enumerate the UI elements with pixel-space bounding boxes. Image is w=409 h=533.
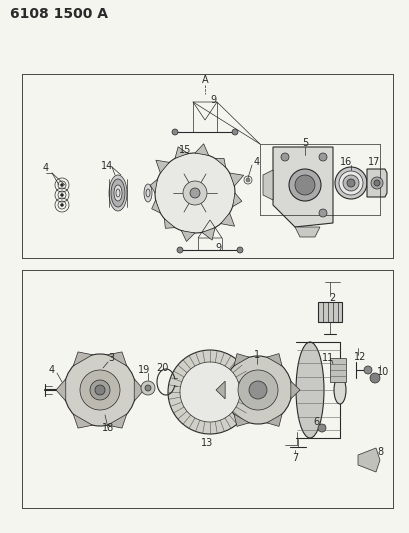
Circle shape	[346, 179, 354, 187]
Polygon shape	[150, 179, 157, 193]
Circle shape	[288, 169, 320, 201]
Circle shape	[248, 381, 266, 399]
Polygon shape	[155, 160, 169, 173]
Text: 6108 1500 A: 6108 1500 A	[10, 7, 108, 21]
Bar	[329, 358, 345, 382]
Text: 19: 19	[137, 365, 150, 375]
Bar	[317, 302, 341, 322]
Polygon shape	[266, 414, 281, 426]
Circle shape	[61, 204, 63, 206]
Polygon shape	[107, 352, 126, 366]
Text: 2: 2	[328, 293, 334, 303]
Polygon shape	[220, 213, 234, 226]
Polygon shape	[202, 228, 214, 240]
Circle shape	[155, 153, 234, 233]
Circle shape	[90, 380, 110, 400]
Circle shape	[61, 193, 63, 197]
Text: 13: 13	[200, 438, 213, 448]
Circle shape	[369, 373, 379, 383]
Polygon shape	[73, 352, 92, 366]
Circle shape	[280, 153, 288, 161]
Text: 4: 4	[253, 157, 259, 167]
Circle shape	[334, 167, 366, 199]
Circle shape	[237, 370, 277, 410]
Circle shape	[245, 178, 249, 182]
Text: 7: 7	[291, 453, 297, 463]
Circle shape	[64, 354, 136, 426]
Circle shape	[95, 385, 105, 395]
Text: 20: 20	[155, 363, 168, 373]
Circle shape	[294, 175, 314, 195]
Polygon shape	[366, 169, 386, 197]
Polygon shape	[294, 227, 319, 237]
Circle shape	[373, 180, 379, 186]
Polygon shape	[214, 158, 225, 167]
Circle shape	[342, 175, 358, 191]
Polygon shape	[56, 379, 65, 401]
Circle shape	[141, 381, 155, 395]
Polygon shape	[151, 200, 160, 213]
Circle shape	[172, 129, 178, 135]
Circle shape	[317, 424, 325, 432]
Circle shape	[363, 366, 371, 374]
Polygon shape	[262, 170, 272, 200]
Circle shape	[318, 209, 326, 217]
Text: A: A	[201, 75, 208, 85]
Text: 8: 8	[376, 447, 382, 457]
Ellipse shape	[111, 179, 125, 207]
Polygon shape	[290, 381, 299, 399]
Text: 9: 9	[214, 243, 220, 253]
Polygon shape	[232, 193, 241, 207]
Text: 16: 16	[339, 157, 351, 167]
Polygon shape	[272, 147, 332, 227]
Text: 15: 15	[178, 145, 191, 155]
Text: 9: 9	[209, 95, 216, 105]
Circle shape	[182, 181, 207, 205]
Text: 17: 17	[367, 157, 379, 167]
Ellipse shape	[295, 342, 323, 438]
Text: 5: 5	[301, 138, 308, 148]
Text: 4: 4	[49, 365, 55, 375]
Polygon shape	[181, 231, 195, 241]
Polygon shape	[195, 144, 208, 156]
Text: 12: 12	[353, 352, 365, 362]
Circle shape	[236, 247, 243, 253]
Ellipse shape	[114, 185, 122, 201]
Circle shape	[370, 177, 382, 189]
Polygon shape	[73, 414, 92, 428]
Polygon shape	[234, 414, 249, 426]
Text: 10: 10	[376, 367, 388, 377]
Text: 4: 4	[43, 163, 49, 173]
Circle shape	[338, 171, 362, 195]
Polygon shape	[229, 173, 243, 186]
Text: 18: 18	[101, 423, 114, 433]
Circle shape	[61, 183, 63, 187]
Polygon shape	[234, 353, 249, 366]
Polygon shape	[266, 353, 281, 366]
Text: 3: 3	[108, 353, 114, 363]
Text: 14: 14	[101, 161, 113, 171]
Circle shape	[318, 153, 326, 161]
Circle shape	[177, 247, 182, 253]
Circle shape	[231, 129, 237, 135]
Ellipse shape	[109, 175, 127, 211]
Polygon shape	[134, 379, 144, 401]
Text: 6: 6	[312, 417, 318, 427]
Text: 1: 1	[253, 350, 259, 360]
Polygon shape	[216, 381, 225, 399]
Ellipse shape	[333, 376, 345, 404]
Circle shape	[189, 188, 200, 198]
Circle shape	[223, 356, 291, 424]
Circle shape	[180, 362, 239, 422]
Ellipse shape	[144, 184, 152, 202]
Circle shape	[80, 370, 120, 410]
Polygon shape	[107, 414, 126, 428]
Circle shape	[145, 385, 151, 391]
Polygon shape	[175, 147, 188, 158]
Circle shape	[168, 350, 252, 434]
Polygon shape	[164, 219, 175, 228]
Polygon shape	[357, 448, 379, 472]
Text: 11: 11	[321, 353, 333, 363]
